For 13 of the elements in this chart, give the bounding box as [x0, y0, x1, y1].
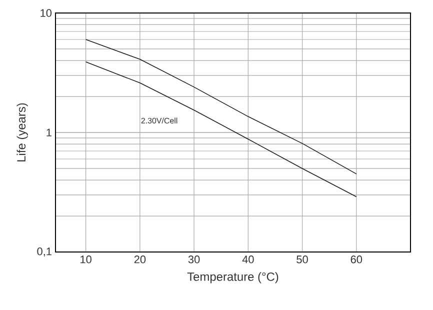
y-tick-label: 1	[46, 128, 52, 136]
y-axis-title: Life (years)	[16, 103, 28, 162]
x-tick-label: 20	[134, 256, 146, 264]
x-tick-label: 10	[80, 256, 92, 264]
line-series	[85, 39, 357, 174]
x-axis-title: Temperature (°C)	[187, 272, 278, 284]
y-tick-label: 0,1	[37, 247, 52, 257]
y-tick-label: 10	[40, 9, 52, 17]
line-series	[85, 61, 357, 198]
x-tick-label: 60	[350, 256, 362, 264]
x-tick-label: 40	[242, 256, 254, 264]
x-tick-label: 50	[296, 256, 308, 264]
x-tick-label: 30	[188, 256, 200, 264]
